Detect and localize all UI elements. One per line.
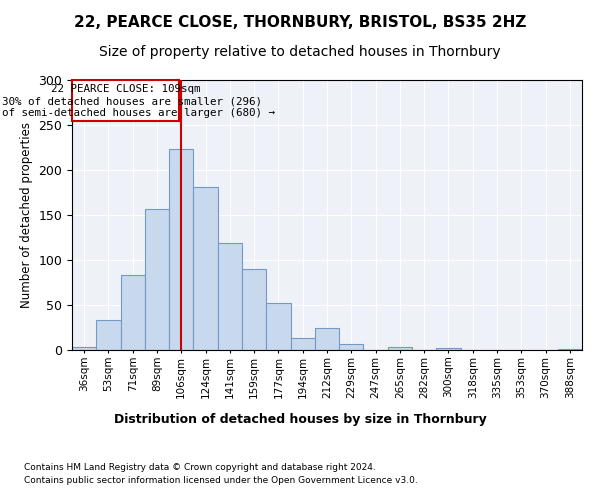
- Bar: [266, 303, 290, 350]
- Text: 69% of semi-detached houses are larger (680) →: 69% of semi-detached houses are larger (…: [0, 108, 275, 118]
- Bar: [436, 348, 461, 350]
- Bar: [339, 344, 364, 350]
- Text: Contains HM Land Registry data © Crown copyright and database right 2024.: Contains HM Land Registry data © Crown c…: [24, 462, 376, 471]
- Text: Distribution of detached houses by size in Thornbury: Distribution of detached houses by size …: [113, 412, 487, 426]
- Bar: [72, 348, 96, 350]
- Bar: [558, 349, 582, 350]
- Text: 22, PEARCE CLOSE, THORNBURY, BRISTOL, BS35 2HZ: 22, PEARCE CLOSE, THORNBURY, BRISTOL, BS…: [74, 15, 526, 30]
- Bar: [290, 338, 315, 350]
- Text: Size of property relative to detached houses in Thornbury: Size of property relative to detached ho…: [99, 45, 501, 59]
- Bar: [388, 348, 412, 350]
- Text: ← 30% of detached houses are smaller (296): ← 30% of detached houses are smaller (29…: [0, 96, 262, 106]
- Bar: [315, 328, 339, 350]
- Bar: [96, 320, 121, 350]
- Bar: [169, 150, 193, 350]
- FancyBboxPatch shape: [72, 80, 179, 120]
- Bar: [121, 276, 145, 350]
- Bar: [145, 208, 169, 350]
- Y-axis label: Number of detached properties: Number of detached properties: [20, 122, 33, 308]
- Bar: [242, 269, 266, 350]
- Text: Contains public sector information licensed under the Open Government Licence v3: Contains public sector information licen…: [24, 476, 418, 485]
- Bar: [218, 243, 242, 350]
- Bar: [193, 187, 218, 350]
- Text: 22 PEARCE CLOSE: 109sqm: 22 PEARCE CLOSE: 109sqm: [51, 84, 200, 94]
